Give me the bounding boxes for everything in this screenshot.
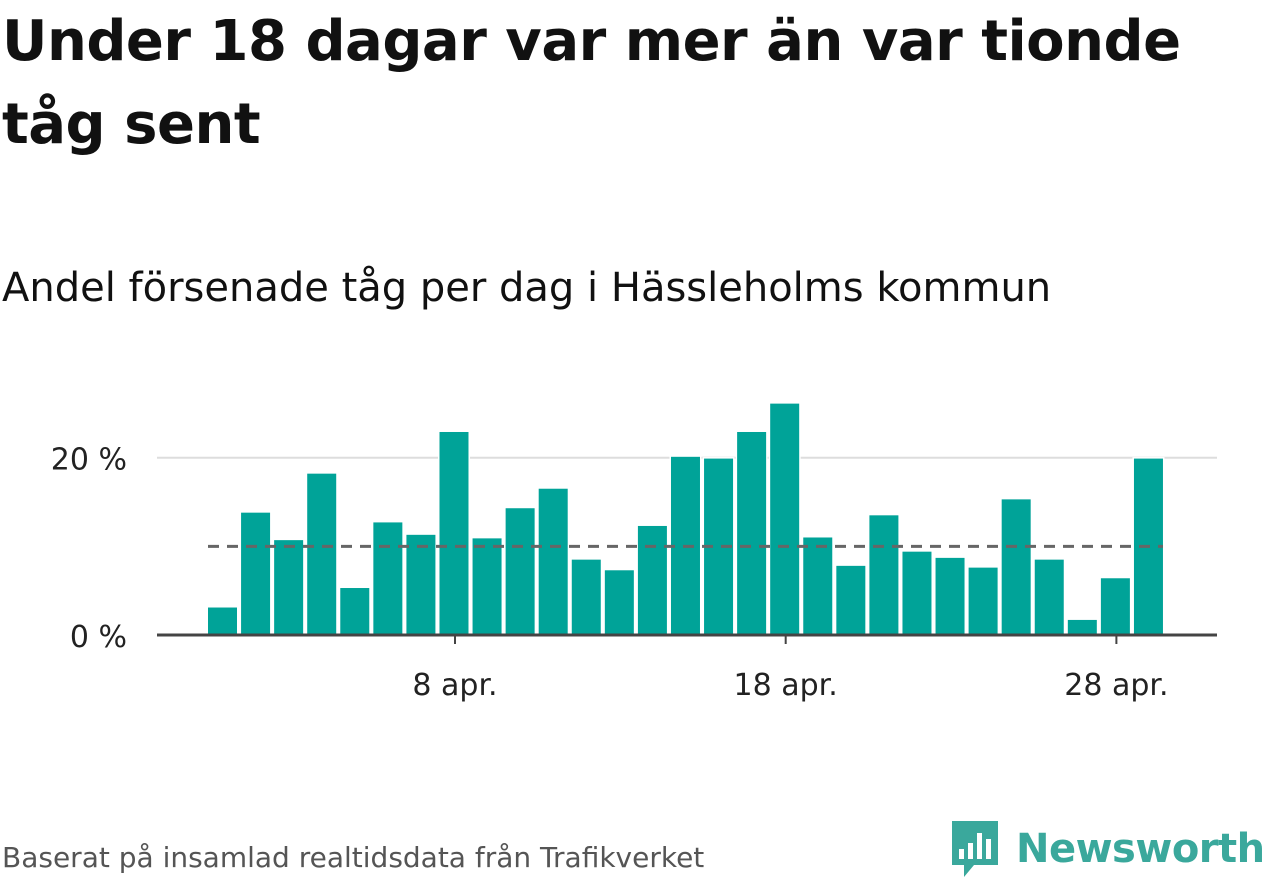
brand-logo: Newsworthy [950, 818, 1262, 880]
bar [867, 513, 900, 637]
bar [504, 506, 537, 637]
bar [537, 487, 570, 637]
bar [206, 606, 239, 637]
x-tick-label: 28 apr. [1064, 668, 1168, 703]
bar [636, 524, 669, 637]
bar-chart: 0 % 20 % 8 apr. 18 apr. 28 apr. [51, 402, 1217, 703]
bar [900, 550, 933, 637]
bar [404, 533, 437, 637]
bars [206, 402, 1165, 637]
bar [967, 566, 1000, 637]
bar [934, 556, 967, 637]
bar [371, 520, 404, 637]
bar [1099, 576, 1132, 637]
bar [239, 511, 272, 637]
newsworthy-logo-icon [952, 821, 998, 877]
source-note: Baserat på insamlad realtidsdata från Tr… [2, 841, 705, 874]
bar [1033, 558, 1066, 637]
bar [801, 535, 834, 637]
bar [735, 430, 768, 637]
bar [1066, 618, 1099, 637]
bar [1000, 497, 1033, 637]
bar [305, 472, 338, 637]
bar [768, 402, 801, 637]
bar [570, 558, 603, 637]
y-tick-label: 0 % [70, 620, 127, 655]
x-tick-label: 18 apr. [734, 668, 838, 703]
y-tick-label: 20 % [51, 443, 127, 478]
bar [272, 538, 305, 637]
bar [338, 586, 371, 637]
chart-subtitle: Andel försenade tåg per dag i Hässleholm… [2, 265, 1052, 311]
axes: 0 % 20 % 8 apr. 18 apr. 28 apr. [51, 443, 1217, 703]
bar [471, 536, 504, 637]
chart-title: Under 18 dagar var mer än var tionde tåg… [2, 9, 1181, 157]
brand-name: Newsworthy [1016, 826, 1262, 872]
bar [603, 568, 636, 637]
bar [834, 564, 867, 637]
x-tick-label: 8 apr. [412, 668, 497, 703]
bar [437, 430, 470, 637]
